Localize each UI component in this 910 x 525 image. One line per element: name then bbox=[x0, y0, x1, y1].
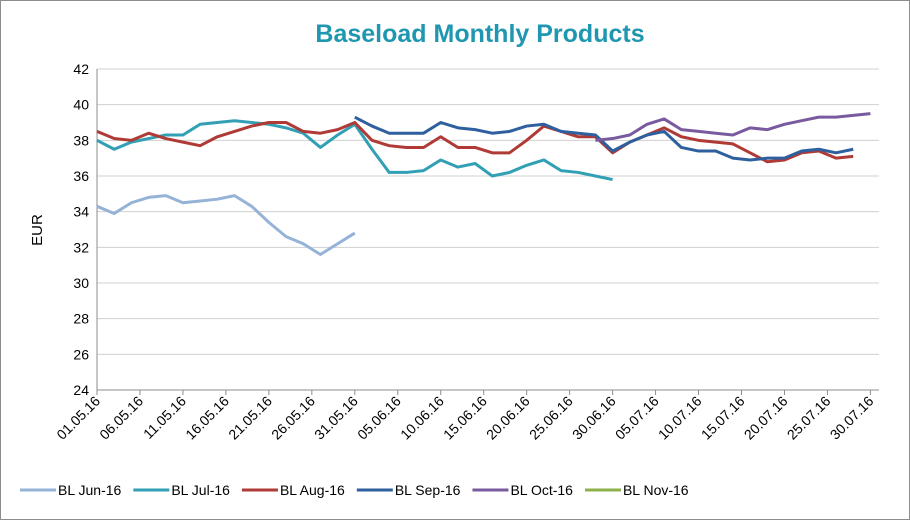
y-axis-label: EUR bbox=[29, 214, 46, 246]
series-line bbox=[354, 115, 854, 162]
legend-label: BL Jul-16 bbox=[171, 482, 230, 498]
y-tick-label: 24 bbox=[73, 382, 89, 398]
y-tick-label: 42 bbox=[73, 61, 89, 77]
series-line bbox=[96, 121, 854, 164]
y-tick-label: 34 bbox=[73, 204, 89, 220]
legend-label: BL Sep-16 bbox=[395, 482, 461, 498]
series-line bbox=[96, 194, 356, 256]
series-line bbox=[595, 112, 871, 142]
legend-label: BL Oct-16 bbox=[510, 482, 573, 498]
y-tick-label: 40 bbox=[73, 97, 89, 113]
y-tick-label: 38 bbox=[73, 132, 89, 148]
legend-label: BL Jun-16 bbox=[58, 482, 122, 498]
y-tick-label: 26 bbox=[73, 346, 89, 362]
legend-label: BL Nov-16 bbox=[623, 482, 689, 498]
y-tick-label: 30 bbox=[73, 275, 89, 291]
y-tick-label: 32 bbox=[73, 239, 89, 255]
y-tick-label: 36 bbox=[73, 168, 89, 184]
legend-label: BL Aug-16 bbox=[280, 482, 345, 498]
y-tick-label: 28 bbox=[73, 311, 89, 327]
chart-title: Baseload Monthly Products bbox=[315, 20, 644, 48]
